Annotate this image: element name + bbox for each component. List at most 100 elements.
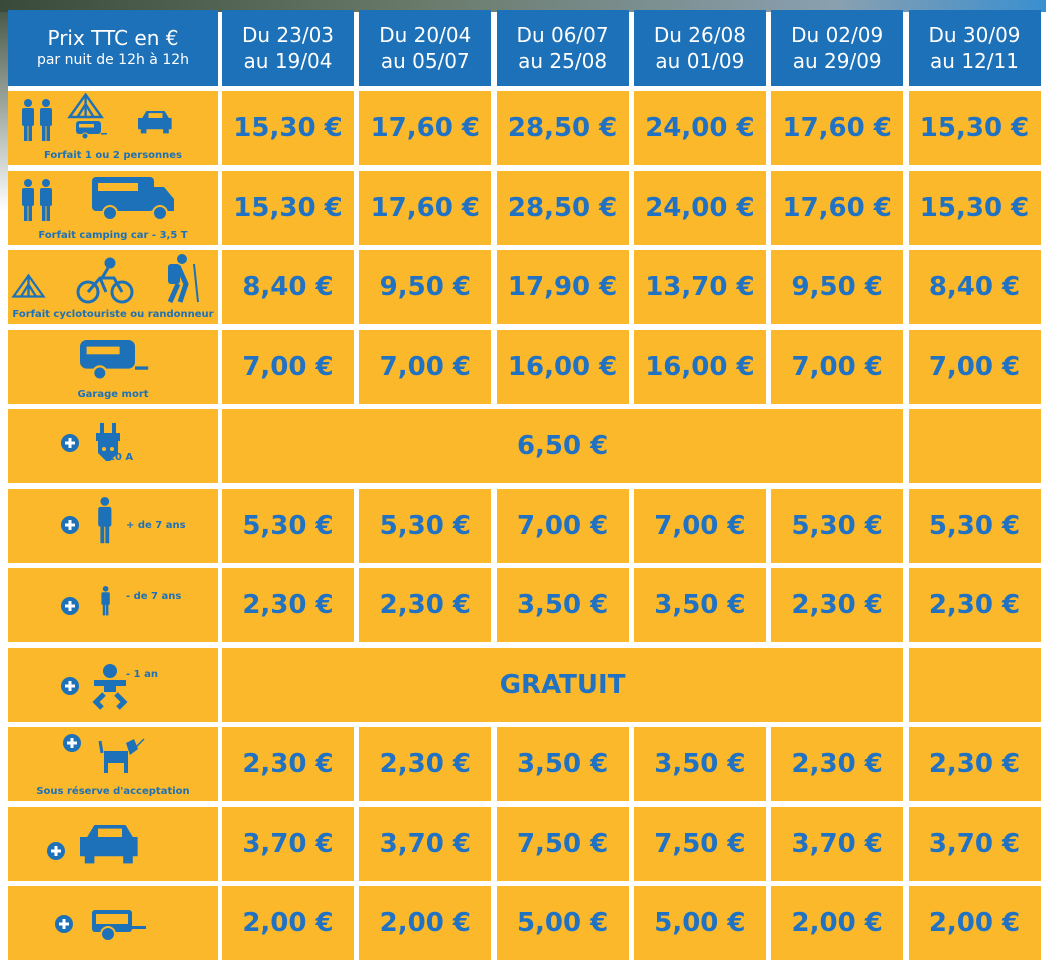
empty-cell bbox=[909, 648, 1041, 722]
price-cell: 3,50 € bbox=[634, 568, 766, 642]
merged-price-cell: GRATUIT bbox=[222, 648, 903, 722]
price-cell: 2,30 € bbox=[222, 568, 354, 642]
price-cell: 7,00 € bbox=[497, 489, 629, 563]
row-label: - 1 an bbox=[126, 669, 158, 680]
price-cell: 24,00 € bbox=[634, 171, 766, 245]
price-cell: 15,30 € bbox=[909, 91, 1041, 165]
price-cell: 17,60 € bbox=[771, 91, 903, 165]
price-cell: 3,50 € bbox=[497, 568, 629, 642]
price-cell: 2,00 € bbox=[909, 886, 1041, 960]
price-cell: 3,70 € bbox=[771, 807, 903, 881]
price-cell: 3,50 € bbox=[634, 727, 766, 801]
price-cell: 5,00 € bbox=[497, 886, 629, 960]
price-cell: 13,70 € bbox=[634, 250, 766, 324]
background-photo bbox=[0, 12, 8, 212]
row-icon bbox=[8, 489, 218, 563]
row-label: 10 A bbox=[108, 452, 133, 463]
row-label-cell: Sous réserve d'acceptation bbox=[8, 727, 218, 801]
price-cell: 16,00 € bbox=[634, 330, 766, 404]
period-line: au 05/07 bbox=[359, 48, 491, 74]
price-cell: 2,30 € bbox=[909, 568, 1041, 642]
price-cell: 17,60 € bbox=[771, 171, 903, 245]
price-cell: 9,50 € bbox=[771, 250, 903, 324]
row-label: Forfait cyclotouriste ou randonneur bbox=[8, 309, 218, 320]
price-cell: 2,00 € bbox=[222, 886, 354, 960]
period-line: au 25/08 bbox=[497, 48, 629, 74]
row-label: Sous réserve d'acceptation bbox=[8, 786, 218, 797]
price-cell: 5,30 € bbox=[909, 489, 1041, 563]
period-line: au 29/09 bbox=[771, 48, 903, 74]
price-cell: 2,30 € bbox=[909, 727, 1041, 801]
price-cell: 28,50 € bbox=[497, 91, 629, 165]
row-icon bbox=[8, 648, 218, 722]
row-label-cell: - 1 an bbox=[8, 648, 218, 722]
price-cell: 16,00 € bbox=[497, 330, 629, 404]
row-label: Forfait 1 ou 2 personnes bbox=[8, 150, 218, 161]
row-label-cell: Forfait camping car - 3,5 T bbox=[8, 171, 218, 245]
price-cell: 5,30 € bbox=[222, 489, 354, 563]
price-cell: 8,40 € bbox=[909, 250, 1041, 324]
price-cell: 3,70 € bbox=[359, 807, 491, 881]
row-label-cell: Forfait cyclotouriste ou randonneur bbox=[8, 250, 218, 324]
price-cell: 24,00 € bbox=[634, 91, 766, 165]
price-cell: 2,30 € bbox=[359, 568, 491, 642]
merged-price-cell: 6,50 € bbox=[222, 409, 903, 483]
row-label-cell bbox=[8, 886, 218, 960]
price-cell: 2,30 € bbox=[222, 727, 354, 801]
period-line: Du 06/07 bbox=[497, 22, 629, 48]
period-line: Du 20/04 bbox=[359, 22, 491, 48]
price-cell: 2,30 € bbox=[771, 727, 903, 801]
row-icon bbox=[8, 886, 218, 960]
header-cell: Prix TTC en €par nuit de 12h à 12h bbox=[8, 10, 218, 86]
price-cell: 5,30 € bbox=[771, 489, 903, 563]
price-cell: 5,30 € bbox=[359, 489, 491, 563]
price-cell: 28,50 € bbox=[497, 171, 629, 245]
empty-cell bbox=[909, 409, 1041, 483]
price-cell: 17,90 € bbox=[497, 250, 629, 324]
row-label-cell: 10 A bbox=[8, 409, 218, 483]
price-cell: 7,00 € bbox=[771, 330, 903, 404]
price-cell: 7,00 € bbox=[909, 330, 1041, 404]
period-line: au 12/11 bbox=[909, 48, 1041, 74]
period-line: Du 26/08 bbox=[634, 22, 766, 48]
row-label-cell: Garage mort bbox=[8, 330, 218, 404]
price-cell: 7,50 € bbox=[497, 807, 629, 881]
price-cell: 5,00 € bbox=[634, 886, 766, 960]
price-cell: 17,60 € bbox=[359, 91, 491, 165]
row-label: Garage mort bbox=[8, 389, 218, 400]
price-cell: 2,00 € bbox=[771, 886, 903, 960]
header-subtitle: par nuit de 12h à 12h bbox=[8, 50, 218, 70]
row-icon bbox=[8, 568, 218, 642]
row-icon bbox=[8, 409, 218, 483]
price-cell: 9,50 € bbox=[359, 250, 491, 324]
price-cell: 7,00 € bbox=[222, 330, 354, 404]
row-label-cell: - de 7 ans bbox=[8, 568, 218, 642]
price-cell: 15,30 € bbox=[909, 171, 1041, 245]
price-cell: 15,30 € bbox=[222, 171, 354, 245]
price-cell: 3,70 € bbox=[909, 807, 1041, 881]
price-cell: 2,30 € bbox=[359, 727, 491, 801]
price-cell: 3,50 € bbox=[497, 727, 629, 801]
price-cell: 2,30 € bbox=[771, 568, 903, 642]
price-cell: 7,50 € bbox=[634, 807, 766, 881]
period-line: au 19/04 bbox=[222, 48, 354, 74]
period-line: Du 23/03 bbox=[222, 22, 354, 48]
price-cell: 7,00 € bbox=[634, 489, 766, 563]
period-line: Du 30/09 bbox=[909, 22, 1041, 48]
row-label: - de 7 ans bbox=[126, 591, 181, 602]
row-label: + de 7 ans bbox=[126, 520, 186, 531]
period-line: Du 02/09 bbox=[771, 22, 903, 48]
period-line: au 01/09 bbox=[634, 48, 766, 74]
row-label-cell bbox=[8, 807, 218, 881]
row-icon bbox=[8, 807, 218, 881]
price-cell: 2,00 € bbox=[359, 886, 491, 960]
price-cell: 17,60 € bbox=[359, 171, 491, 245]
page: Prix TTC en €par nuit de 12h à 12hDu 23/… bbox=[0, 0, 1046, 965]
header-title: Prix TTC en € bbox=[8, 26, 218, 50]
price-cell: 15,30 € bbox=[222, 91, 354, 165]
